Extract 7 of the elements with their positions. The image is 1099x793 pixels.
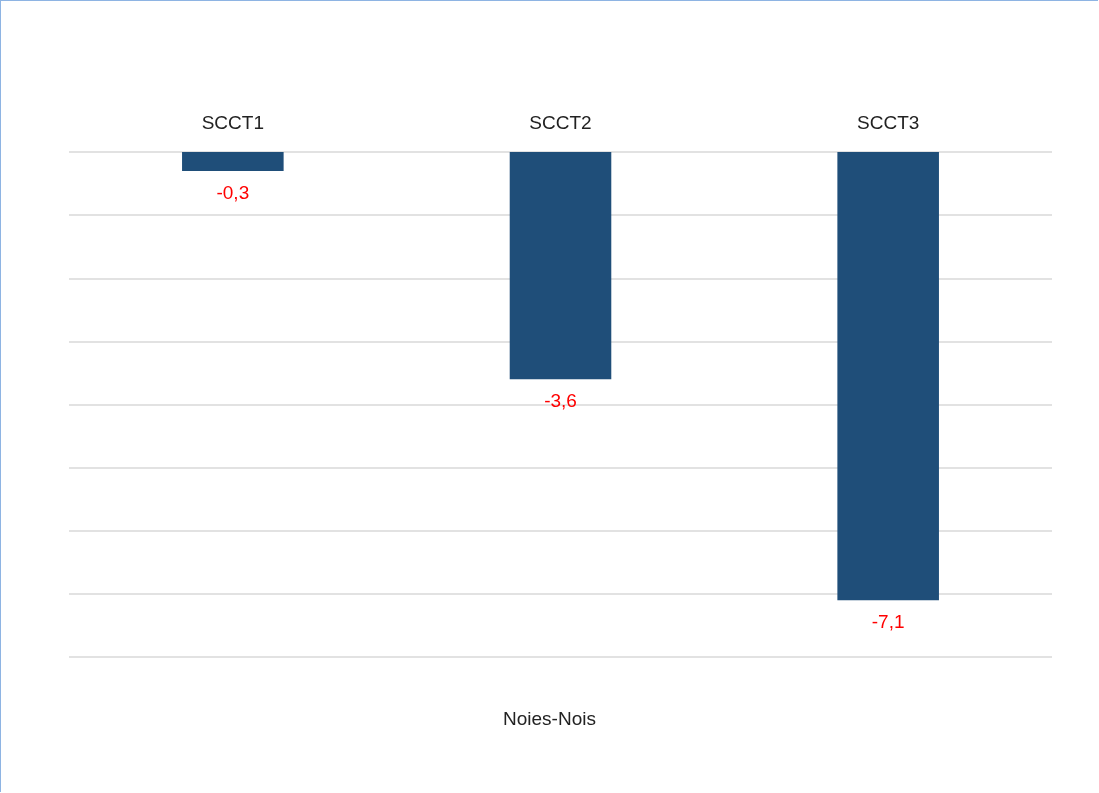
data-label: -7,1 (871, 611, 905, 633)
x-tick-label: SCCT1 (201, 112, 264, 133)
data-label: -3,6 (544, 390, 577, 412)
x-tick-label: SCCT3 (857, 112, 920, 133)
x-tick-label: SCCT2 (529, 112, 592, 133)
x-axis-title: Noies-Nois (503, 708, 596, 729)
data-label: -0,3 (216, 181, 250, 203)
